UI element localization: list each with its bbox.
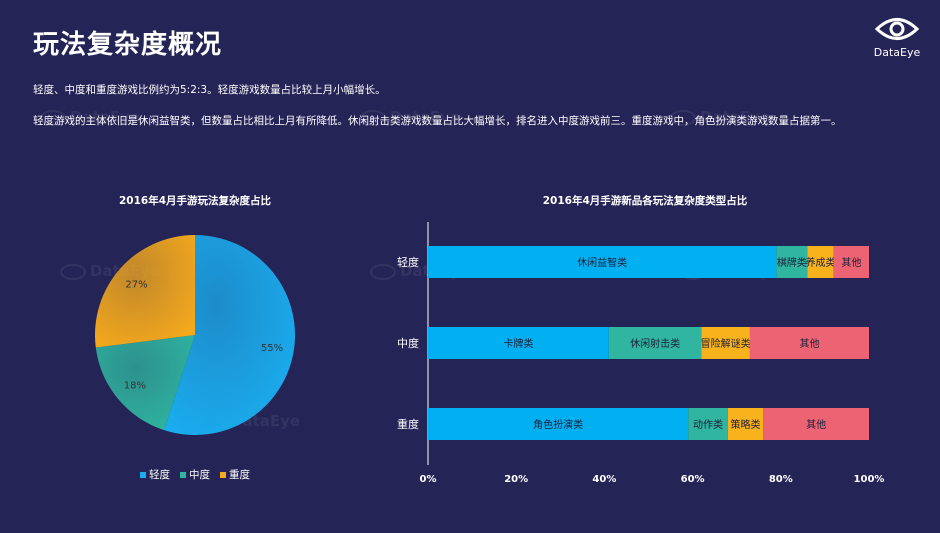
page-title: 玩法复杂度概况 xyxy=(33,30,223,60)
pie-slice-label: 55% xyxy=(261,343,283,354)
bar-segment xyxy=(727,408,764,440)
category-label: 重度 xyxy=(397,417,419,431)
watermark-eye-icon xyxy=(370,263,396,280)
x-tick-label: 20% xyxy=(504,474,528,485)
pie-slice xyxy=(95,335,195,431)
bar-segment xyxy=(428,246,777,278)
watermark: DataEye xyxy=(670,108,770,126)
eye-icon xyxy=(874,18,920,40)
watermark-eye-icon xyxy=(40,109,66,126)
bar-segment xyxy=(763,408,869,440)
legend-item: 轻度 xyxy=(140,467,170,482)
bar-segment xyxy=(608,327,702,359)
legend-item: 中度 xyxy=(180,467,210,482)
x-tick-label: 60% xyxy=(681,474,705,485)
logo-text: DataEye xyxy=(873,46,921,59)
bar-segment-label: 卡牌类 xyxy=(503,337,533,350)
pie-slice-label: 27% xyxy=(125,279,147,290)
pie-chart: 55% 18% 27% xyxy=(95,235,295,435)
summary-paragraph-1: 轻度、中度和重度游戏比例约为5:2:3。轻度游戏数量占比较上月小幅增长。 xyxy=(33,84,386,96)
pie-slice xyxy=(95,235,195,348)
watermark-eye-icon xyxy=(670,109,696,126)
legend-swatch xyxy=(180,471,186,478)
legend-swatch xyxy=(220,471,226,478)
legend-swatch xyxy=(140,471,146,478)
bar-segment xyxy=(701,327,750,359)
watermark-eye-icon xyxy=(60,263,86,280)
bar-segment-label: 其他 xyxy=(841,256,861,269)
pie-slice xyxy=(164,235,295,435)
bar-chart-title: 2016年4月手游新品各玩法复杂度类型占比 xyxy=(542,195,748,207)
legend-item: 重度 xyxy=(220,467,250,482)
x-tick-label: 80% xyxy=(769,474,793,485)
bar-segment xyxy=(749,327,869,359)
category-label: 中度 xyxy=(397,336,419,350)
category-label: 轻度 xyxy=(397,255,419,269)
bar-segment-label: 其他 xyxy=(799,337,819,350)
legend-label: 轻度 xyxy=(149,469,170,481)
bar-segment-label: 养成类 xyxy=(805,256,835,269)
bar-segment xyxy=(776,246,808,278)
bar-segment-label: 棋牌类 xyxy=(777,256,807,269)
dataeye-logo: DataEye xyxy=(862,14,932,64)
summary-paragraph-2: 轻度游戏的主体依旧是休闲益智类，但数量占比相比上月有所降低。休闲射击类游戏数量占… xyxy=(33,115,842,127)
pie-slice-label: 18% xyxy=(124,381,146,392)
bar-segment-label: 休闲射击类 xyxy=(630,337,680,350)
bar-segment-label: 其他 xyxy=(806,418,826,431)
watermark-eye-icon xyxy=(360,109,386,126)
bar-segment-label: 动作类 xyxy=(693,418,723,431)
bar-segment xyxy=(807,246,834,278)
bar-segment xyxy=(688,408,728,440)
pie-chart-title: 2016年4月手游玩法复杂度占比 xyxy=(118,195,272,207)
bar-segment xyxy=(428,327,609,359)
bar-segment xyxy=(833,246,869,278)
bar-segment xyxy=(428,408,689,440)
legend-label: 中度 xyxy=(189,469,210,481)
watermark: DataEye xyxy=(360,108,460,126)
pie-legend: 轻度 中度 重度 xyxy=(140,467,250,482)
x-tick-label: 0% xyxy=(420,474,437,485)
legend-label: 重度 xyxy=(229,469,250,481)
x-tick-label: 40% xyxy=(592,474,616,485)
x-tick-label: 100% xyxy=(854,474,885,485)
bar-segment-label: 角色扮演类 xyxy=(533,418,583,431)
bar-segment-label: 冒险解谜类 xyxy=(701,337,751,350)
bar-segment-label: 休闲益智类 xyxy=(577,256,627,269)
bar-segment-label: 策略类 xyxy=(731,418,761,431)
watermark: DataEye xyxy=(40,108,140,126)
